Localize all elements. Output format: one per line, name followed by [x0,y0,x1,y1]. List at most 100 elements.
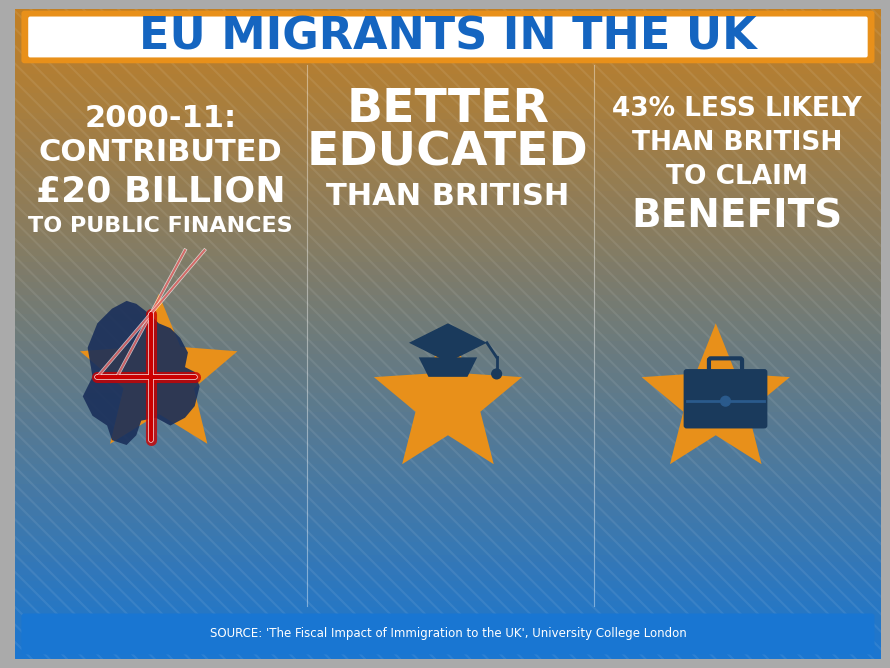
Text: BETTER: BETTER [346,87,549,132]
Bar [14,321,881,327]
Bar [14,236,881,243]
Bar [14,120,881,126]
Bar [14,28,881,35]
Bar [14,295,881,301]
Bar [14,139,881,146]
Bar [14,315,881,321]
Bar [14,275,881,282]
Bar [14,61,881,67]
Text: TO CLAIM: TO CLAIM [667,164,808,190]
Bar [14,432,881,438]
Text: TO PUBLIC FINANCES: TO PUBLIC FINANCES [28,216,293,236]
Bar [14,458,881,464]
Bar [14,289,881,295]
Bar [14,562,881,568]
Bar [14,249,881,256]
Bar [14,490,881,496]
Bar [14,653,881,659]
Bar [14,100,881,106]
Bar [14,646,881,653]
Bar [14,80,881,87]
Bar [14,477,881,484]
Bar [14,41,881,48]
Bar [14,536,881,542]
Bar [14,425,881,432]
Bar [14,152,881,158]
Bar [14,353,881,360]
Text: 2000-11:: 2000-11: [85,104,237,134]
Bar [14,484,881,490]
FancyBboxPatch shape [28,17,868,57]
Bar [14,640,881,646]
Text: SOURCE: 'The Fiscal Impact of Immigration to the UK', University College London: SOURCE: 'The Fiscal Impact of Immigratio… [209,627,686,641]
Bar [14,243,881,249]
Bar [14,158,881,165]
Bar [14,464,881,471]
Bar [14,393,881,399]
Bar [14,471,881,477]
Bar [14,94,881,100]
Bar [14,510,881,516]
Circle shape [492,369,501,379]
Polygon shape [409,323,487,362]
FancyBboxPatch shape [21,613,875,655]
Polygon shape [80,294,238,444]
Bar [14,529,881,536]
Bar [14,223,881,230]
Polygon shape [374,323,522,464]
Bar [14,503,881,510]
Bar [14,367,881,373]
Bar [14,548,881,555]
Bar [14,67,881,73]
Bar [14,54,881,61]
Bar [14,620,881,627]
Text: THAN BRITISH: THAN BRITISH [327,182,570,211]
Bar [14,204,881,210]
Bar [14,146,881,152]
Bar [14,386,881,393]
Bar [14,568,881,574]
Text: THAN BRITISH: THAN BRITISH [632,130,842,156]
Bar [14,614,881,620]
Text: EDUCATED: EDUCATED [307,130,589,176]
Bar [14,379,881,386]
Bar [14,132,881,139]
Bar [14,73,881,80]
Bar [14,595,881,601]
Text: 43% LESS LIKELY: 43% LESS LIKELY [612,96,862,122]
Bar [14,607,881,614]
Bar [14,197,881,204]
Bar [14,263,881,269]
Bar [14,360,881,367]
Bar [14,588,881,595]
Bar [14,412,881,419]
Bar [14,516,881,522]
Bar [14,627,881,633]
Bar [14,419,881,425]
Bar [14,373,881,379]
Polygon shape [418,357,477,377]
Text: EU MIGRANTS IN THE UK: EU MIGRANTS IN THE UK [139,15,756,59]
Bar [14,574,881,581]
Bar [14,399,881,405]
Bar [14,269,881,275]
Text: CONTRIBUTED: CONTRIBUTED [39,138,282,168]
Bar [14,48,881,54]
Bar [14,581,881,588]
Bar [14,327,881,334]
Bar [14,113,881,120]
Bar [14,282,881,289]
Bar [14,230,881,236]
Bar [14,217,881,223]
Polygon shape [642,323,789,464]
Bar [14,438,881,445]
Bar [14,496,881,503]
Bar [14,347,881,353]
Bar [14,334,881,341]
Bar [14,256,881,263]
Bar [14,184,881,191]
Bar [14,633,881,640]
Bar [14,178,881,184]
Bar [14,451,881,458]
Bar [14,210,881,217]
